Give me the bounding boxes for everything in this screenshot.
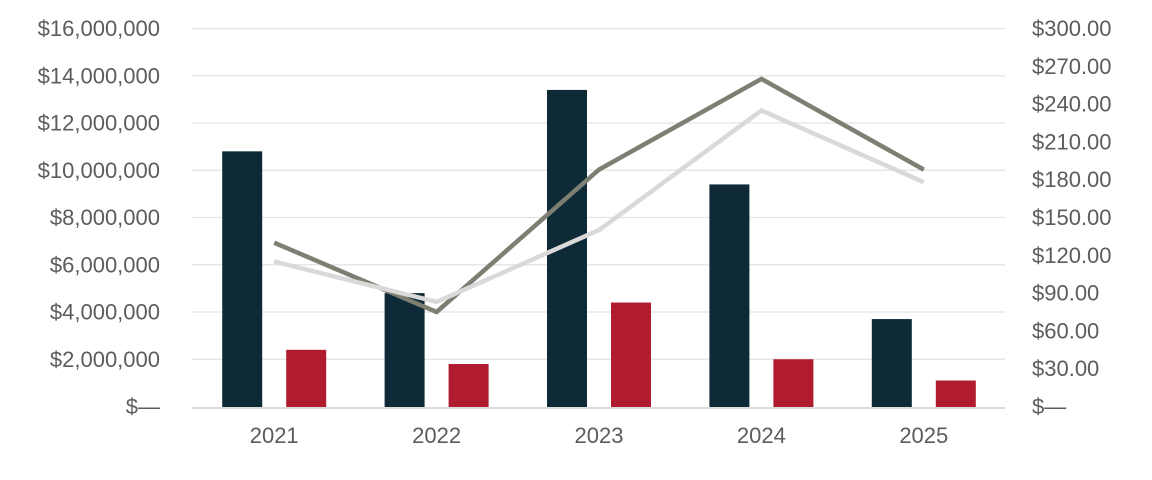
right-axis-label: $150.00 <box>1032 205 1112 230</box>
right-axis-label: $— <box>1032 394 1066 419</box>
left-axis-label: $6,000,000 <box>50 252 160 277</box>
right-axis-label: $240.00 <box>1032 92 1112 117</box>
red-bar <box>935 380 976 407</box>
bar-series-group <box>222 89 976 408</box>
red-bar <box>773 359 814 407</box>
right-axis-label: $210.00 <box>1032 129 1112 154</box>
left-axis-label: $12,000,000 <box>38 111 160 136</box>
red-bar <box>611 302 651 407</box>
right-axis-label: $30.00 <box>1032 356 1099 381</box>
right-axis-label: $270.00 <box>1032 54 1112 79</box>
navy-bar <box>384 293 425 407</box>
x-axis-label: 2025 <box>899 423 948 448</box>
left-axis-label: $— <box>126 394 160 419</box>
navy-bar <box>222 151 263 407</box>
red-bar <box>286 349 327 407</box>
left-axis-label: $14,000,000 <box>38 63 160 88</box>
right-axis-label: $60.00 <box>1032 318 1099 343</box>
left-axis-labels-group: $16,000,000 $14,000,000 $12,000,000 $10,000… <box>38 16 160 419</box>
left-axis-label: $10,000,000 <box>38 158 160 183</box>
red-bar <box>448 363 489 407</box>
x-axis-labels-group: 2021 2022 2023 2024 2025 <box>250 423 949 448</box>
navy-bar <box>709 184 750 407</box>
left-axis-label: $2,000,000 <box>50 347 160 372</box>
right-axis-labels-group: $300.00 $270.00 $240.00 $210.00 $180.00 $150.… <box>1032 16 1112 419</box>
right-axis-label: $120.00 <box>1032 243 1112 268</box>
x-axis-label: 2022 <box>412 423 461 448</box>
left-axis-label: $8,000,000 <box>50 205 160 230</box>
right-axis-label: $90.00 <box>1032 281 1099 306</box>
dark-gray-line <box>273 76 925 315</box>
x-axis-label: 2021 <box>250 423 299 448</box>
x-axis-label: 2023 <box>575 423 624 448</box>
navy-bar <box>871 319 912 407</box>
left-axis-label: $16,000,000 <box>38 16 160 41</box>
light-gray-line <box>273 107 925 305</box>
left-axis-label: $4,000,000 <box>50 300 160 325</box>
right-axis-label: $300.00 <box>1032 16 1112 41</box>
x-axis-label: 2024 <box>737 423 786 448</box>
right-axis-label: $180.00 <box>1032 167 1112 192</box>
line-series-group <box>273 76 925 315</box>
